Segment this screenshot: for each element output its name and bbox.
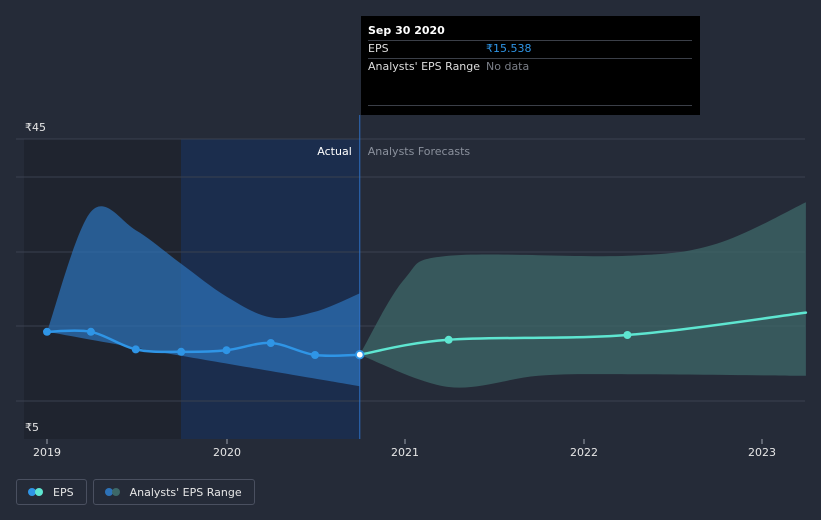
y-tick-label-max: ₹45 <box>25 121 46 134</box>
legend-item-eps-range[interactable]: Analysts' EPS Range <box>92 479 255 505</box>
tooltip-range-label: Analysts' EPS Range <box>368 60 481 73</box>
forecast-region-label: Analysts Forecasts <box>368 145 471 158</box>
tooltip-eps-label: EPS <box>368 42 389 55</box>
tooltip-range-value: No data <box>486 60 530 73</box>
eps-point-forecast-0 <box>444 335 453 344</box>
x-tick-label-2019: 2019 <box>33 446 61 459</box>
eps-point-actual-1 <box>86 327 95 336</box>
eps-point-forecast-1 <box>623 331 632 339</box>
eps-range-area-forecast <box>359 202 806 388</box>
tooltip-divider <box>368 105 692 106</box>
eps-point-actual-3 <box>177 347 186 356</box>
eps-point-actual-2 <box>131 345 140 354</box>
tooltip-date: Sep 30 2020 <box>368 24 445 37</box>
x-tick-label-2020: 2020 <box>213 446 241 459</box>
y-tick-label-min: ₹5 <box>25 421 39 434</box>
range-legend-icon <box>104 488 122 496</box>
eps-point-actual-4 <box>222 346 231 355</box>
legend-item-eps[interactable]: EPS <box>16 479 87 505</box>
eps-range-area-actual <box>47 206 360 387</box>
tooltip: Sep 30 2020 EPS ₹15.538 Analysts' EPS Ra… <box>361 16 700 115</box>
tooltip-eps-value: ₹15.538 <box>486 42 532 55</box>
actual-region-label: Actual <box>317 145 351 158</box>
eps-point-actual-5 <box>266 339 275 347</box>
legend-range-label: Analysts' EPS Range <box>129 485 242 499</box>
eps-line-forecast <box>358 311 808 356</box>
legend: EPS Analysts' EPS Range <box>16 479 255 505</box>
eps-point-highlight <box>355 349 365 360</box>
x-tick-label-2021: 2021 <box>391 446 419 459</box>
x-tick-label-2023: 2023 <box>748 446 776 459</box>
tooltip-row-range: Analysts' EPS Range No data <box>368 58 692 76</box>
eps-legend-icon <box>28 488 45 496</box>
x-tick-label-2022: 2022 <box>570 446 598 459</box>
eps-point-actual-6 <box>311 351 320 359</box>
eps-point-actual-0 <box>43 327 51 336</box>
tooltip-row-eps: EPS ₹15.538 <box>368 40 692 58</box>
legend-eps-label: EPS <box>53 485 74 499</box>
